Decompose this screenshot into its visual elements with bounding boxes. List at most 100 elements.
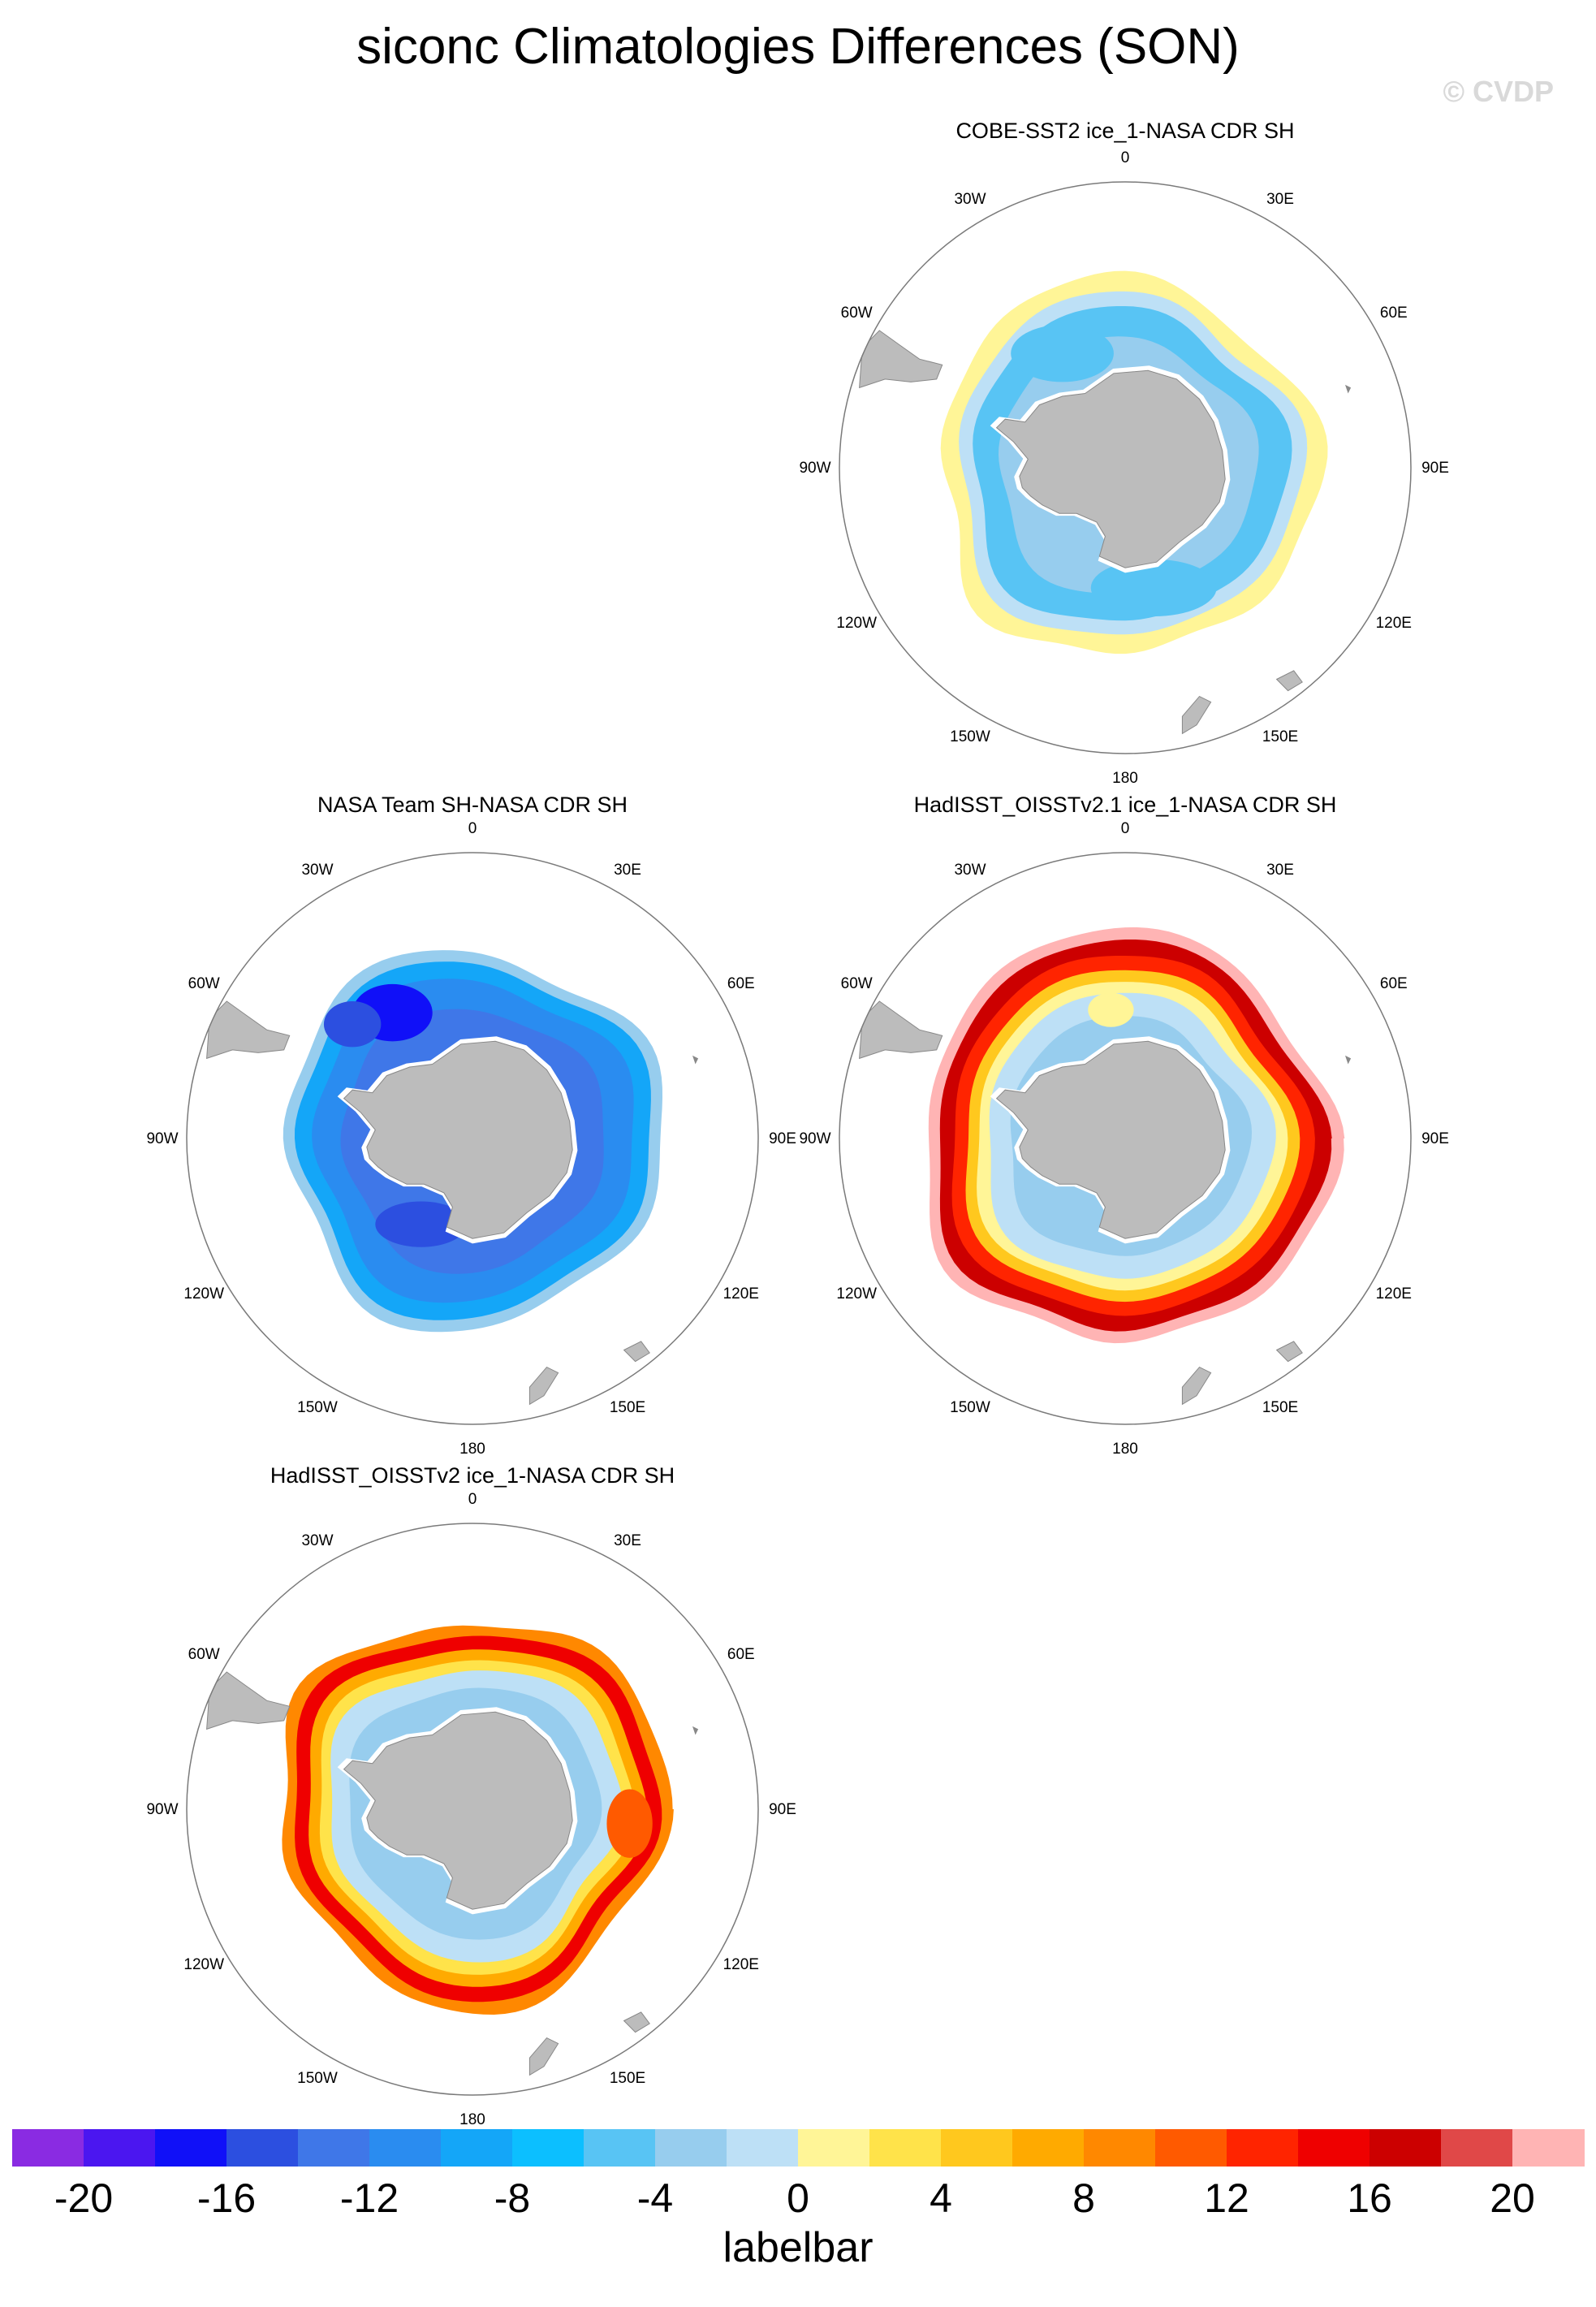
- anomaly-patch: [1011, 325, 1114, 382]
- colorbar-swatch: [1370, 2129, 1442, 2167]
- polar-map: 0 30E 60E 90E 120E 150E 180 150W 120W 90W 60W 30W: [799, 820, 1448, 1458]
- longitude-label: 180: [1112, 1441, 1138, 1458]
- colorbar-swatch: [84, 2129, 156, 2167]
- new-zealand-land: [1181, 1366, 1212, 1406]
- longitude-label: 90W: [146, 1801, 178, 1818]
- colorbar-tick-label: 12: [1204, 2175, 1249, 2221]
- panel-nasa-team: NASA Team SH-NASA CDR SH 0 30E 60E 90E 120E 1…: [146, 789, 796, 1458]
- longitude-label: 120E: [1376, 1285, 1412, 1303]
- figure-title: siconc Climatologies Differences (SON): [356, 19, 1240, 75]
- colorbar-tick-label: 8: [1072, 2175, 1095, 2221]
- map-boundary: [839, 852, 1412, 1425]
- map-boundary: [186, 1523, 759, 2096]
- longitude-label: 120W: [183, 1285, 224, 1303]
- panel-title: NASA Team SH-NASA CDR SH: [317, 793, 628, 817]
- longitude-label: 30E: [1266, 862, 1294, 879]
- anomaly-patch: [375, 1201, 467, 1247]
- colorbar-swatch: [512, 2129, 584, 2167]
- new-zealand-land: [528, 1366, 559, 1406]
- longitude-label: 30E: [614, 862, 641, 879]
- longitude-label: 30E: [614, 1532, 641, 1549]
- panel-cobe-sst2: COBE-SST2 ice_1-NASA CDR SH 0 30E 60E 90E 12…: [799, 119, 1448, 787]
- map-boundary: [839, 181, 1412, 754]
- tasmania-land: [1275, 1341, 1303, 1363]
- tasmania-land: [623, 2011, 650, 2033]
- panel-title: HadISST_OISSTv2.1 ice_1-NASA CDR SH: [913, 793, 1337, 817]
- island-land: [1345, 384, 1352, 394]
- longitude-label: 150W: [297, 1399, 338, 1416]
- polar-map: 0 30E 60E 90E 120E 150E 180 150W 120W 90W 60W 30W: [146, 820, 796, 1458]
- longitude-label: 120W: [836, 615, 877, 632]
- colorbar-swatch: [1441, 2129, 1513, 2167]
- colorbar-tick-label: -16: [196, 2175, 257, 2221]
- antarctica-land: [995, 369, 1226, 568]
- colorbar-swatch: [369, 2129, 442, 2167]
- colorbar: [12, 2129, 1585, 2167]
- longitude-label: 90E: [1421, 460, 1449, 477]
- south-america-land: [206, 1671, 291, 1730]
- panel-hadisst-oisstv2-1: HadISST_OISSTv2.1 ice_1-NASA CDR SH 0 30E…: [799, 789, 1448, 1458]
- island-land: [692, 1055, 699, 1065]
- colorbar-tick-label: 16: [1347, 2175, 1392, 2221]
- longitude-label: 90E: [1421, 1130, 1449, 1147]
- colorbar-swatch: [155, 2129, 227, 2167]
- longitude-label: 90W: [799, 460, 830, 477]
- south-america-land: [859, 330, 943, 389]
- longitude-label: 60W: [841, 975, 873, 992]
- longitude-label: 120E: [1376, 615, 1412, 632]
- colorbar-tick-label: -4: [636, 2175, 674, 2221]
- map-boundary: [186, 852, 759, 1425]
- colorbar-swatch: [1512, 2129, 1585, 2167]
- anomaly-patch: [1088, 992, 1134, 1027]
- longitude-label: 0: [1121, 820, 1130, 837]
- colorbar-swatch: [727, 2129, 799, 2167]
- colorbar-swatch: [941, 2129, 1013, 2167]
- longitude-label: 120E: [723, 1285, 759, 1303]
- longitude-label: 180: [459, 1441, 485, 1458]
- longitude-label: 150W: [950, 1399, 990, 1416]
- colorbar-swatch: [655, 2129, 727, 2167]
- panel-hadisst-oisstv2: HadISST_OISSTv2 ice_1-NASA CDR SH 0 30E 60…: [146, 1460, 796, 2128]
- antarctica-land: [343, 1040, 573, 1239]
- tasmania-land: [1275, 670, 1303, 692]
- longitude-label: 150W: [950, 728, 990, 745]
- longitude-label: 150E: [610, 1399, 645, 1416]
- longitude-label: 30W: [954, 862, 986, 879]
- watermark: © CVDP: [1443, 75, 1554, 108]
- south-america-land: [206, 1000, 291, 1060]
- longitude-label: 90W: [799, 1130, 830, 1147]
- colorbar-swatch: [226, 2129, 299, 2167]
- colorbar-swatch: [1298, 2129, 1370, 2167]
- colorbar-swatch: [12, 2129, 84, 2167]
- colorbar-tick-label: -12: [339, 2175, 399, 2221]
- south-america-land: [859, 1000, 943, 1060]
- anomaly-patch: [606, 1789, 653, 1858]
- tasmania-land: [623, 1341, 650, 1363]
- colorbar-tick-label: 0: [787, 2175, 809, 2221]
- colorbar-swatch: [798, 2129, 870, 2167]
- colorbar-swatch: [298, 2129, 370, 2167]
- island-land: [692, 1726, 699, 1735]
- colorbar-ticks: -20 -16 -12 -8 -4 0 4 8 12 16 20: [0, 2175, 1596, 2223]
- panel-title: COBE-SST2 ice_1-NASA CDR SH: [955, 119, 1295, 143]
- longitude-label: 90W: [146, 1130, 178, 1147]
- antarctica-land: [995, 1040, 1226, 1239]
- longitude-label: 150W: [297, 2070, 338, 2087]
- longitude-label: 180: [1112, 770, 1138, 787]
- colorbar-tick-label: 20: [1490, 2175, 1535, 2221]
- colorbar-swatch: [869, 2129, 942, 2167]
- polar-map: 0 30E 60E 90E 120E 150E 180 150W 120W 90W 60W 30W: [799, 149, 1448, 787]
- colorbar-swatch: [1155, 2129, 1227, 2167]
- panel-title: HadISST_OISSTv2 ice_1-NASA CDR SH: [270, 1463, 675, 1488]
- longitude-label: 150E: [1262, 1399, 1298, 1416]
- colorbar-swatch: [441, 2129, 513, 2167]
- longitude-label: 60E: [727, 1646, 755, 1663]
- longitude-label: 60W: [841, 305, 873, 322]
- colorbar-swatch: [1084, 2129, 1156, 2167]
- longitude-label: 60E: [727, 975, 755, 992]
- longitude-label: 150E: [1262, 728, 1298, 745]
- island-land: [1345, 1055, 1352, 1065]
- longitude-label: 180: [459, 2111, 485, 2128]
- longitude-label: 0: [1121, 149, 1130, 166]
- colorbar-swatch: [584, 2129, 656, 2167]
